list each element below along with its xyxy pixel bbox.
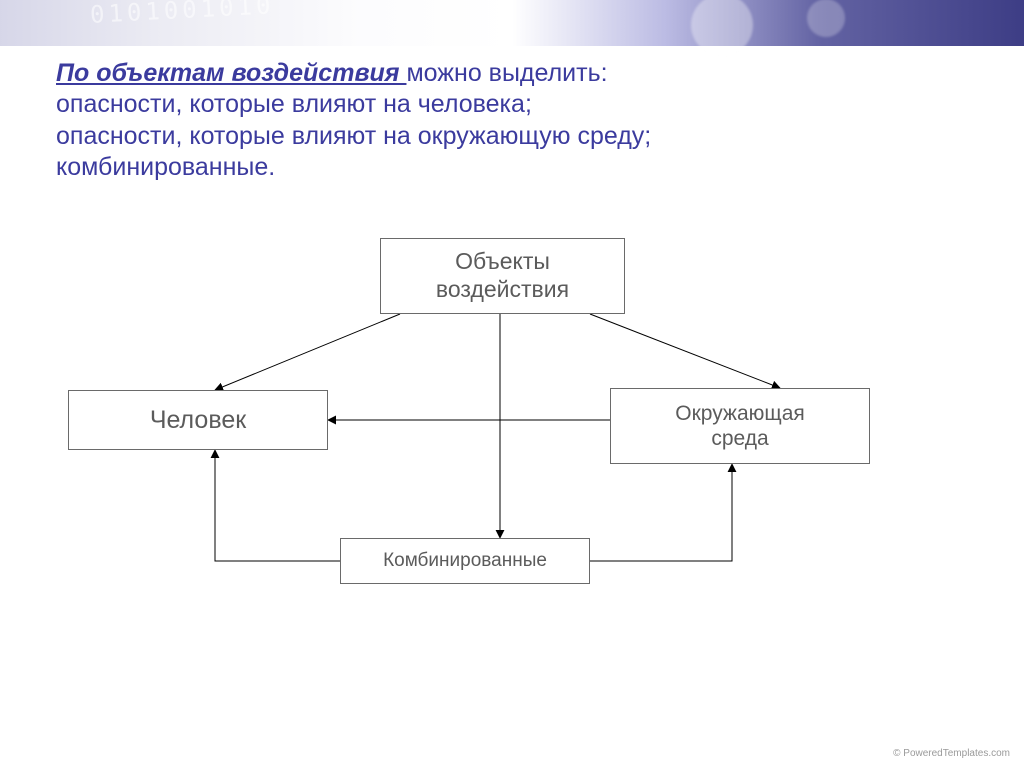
edge-root-left [215, 314, 400, 390]
node-bottom: Комбинированные [340, 538, 590, 584]
node-right: Окружающая среда [610, 388, 870, 464]
heading-line-4: комбинированные. [56, 152, 984, 183]
diagram-area: Объекты воздействия Человек Окружающая сре… [0, 220, 1024, 680]
heading-line-1: По объектам воздействия можно выделить: [56, 58, 984, 89]
heading-lead: По объектам воздействия [56, 59, 406, 87]
node-root: Объекты воздействия [380, 238, 625, 314]
node-left: Человек [68, 390, 328, 450]
heading-line-2: опасности, которые влияют на человека; [56, 89, 984, 120]
heading-block: По объектам воздействия можно выделить: … [56, 58, 984, 183]
edge-bottom-right [590, 464, 732, 561]
footer-credit: © PoweredTemplates.com [893, 748, 1010, 759]
edge-root-right [590, 314, 780, 388]
heading-line-3: опасности, которые влияют на окружающую … [56, 121, 984, 152]
heading-tail: можно выделить: [406, 59, 607, 87]
edge-bottom-left [215, 450, 340, 561]
top-banner [0, 0, 1024, 46]
